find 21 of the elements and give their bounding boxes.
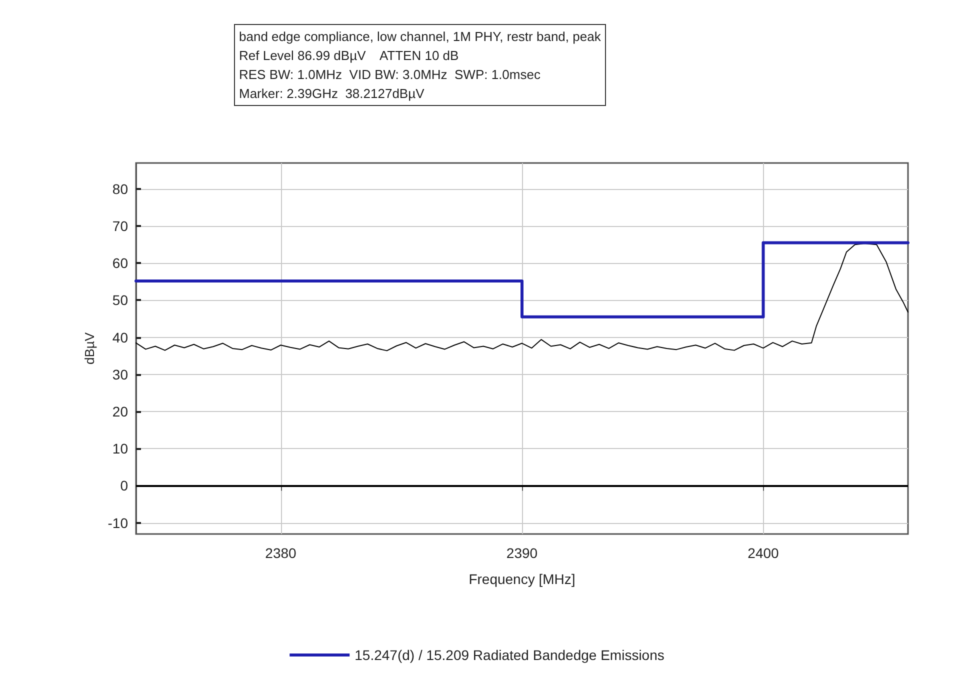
x-tick-label: 2400 bbox=[748, 545, 780, 561]
y-tick-label: 20 bbox=[112, 404, 128, 420]
x-tick-label: 2380 bbox=[265, 545, 297, 561]
y-tick-label: 10 bbox=[112, 440, 128, 457]
y-tick-label: 40 bbox=[112, 329, 128, 346]
x-tick-label: 2390 bbox=[506, 545, 538, 561]
y-tick-label: 80 bbox=[112, 180, 128, 197]
text: Ref Level 86.99 dBµV ATTEN 10 dB bbox=[239, 47, 460, 65]
legend-label: 15.247(d) / 15.209 Radiated Bandedge Emissions bbox=[354, 647, 664, 663]
x-axis-title: Frequency [MHz] bbox=[468, 571, 576, 587]
text: Marker: 2.39GHz 38.2127dBµV bbox=[239, 85, 426, 103]
text: band edge compliance, low channel, 1M PHY, restr band, peak bbox=[239, 28, 601, 46]
y-tick-label: 50 bbox=[112, 292, 128, 308]
line-series bbox=[136, 242, 908, 352]
y-tick-label: 0 bbox=[120, 478, 128, 494]
y-tick-label: 70 bbox=[112, 218, 128, 234]
text: RES BW: 1.0MHz VID BW: 3.0MHz SWP: 1.0msec bbox=[239, 66, 542, 84]
y-tick-label: -10 bbox=[108, 514, 128, 531]
y-tick-label: 60 bbox=[112, 255, 128, 272]
y-tick-label: 30 bbox=[112, 366, 128, 382]
y-axis-title: dBµV bbox=[82, 332, 97, 365]
